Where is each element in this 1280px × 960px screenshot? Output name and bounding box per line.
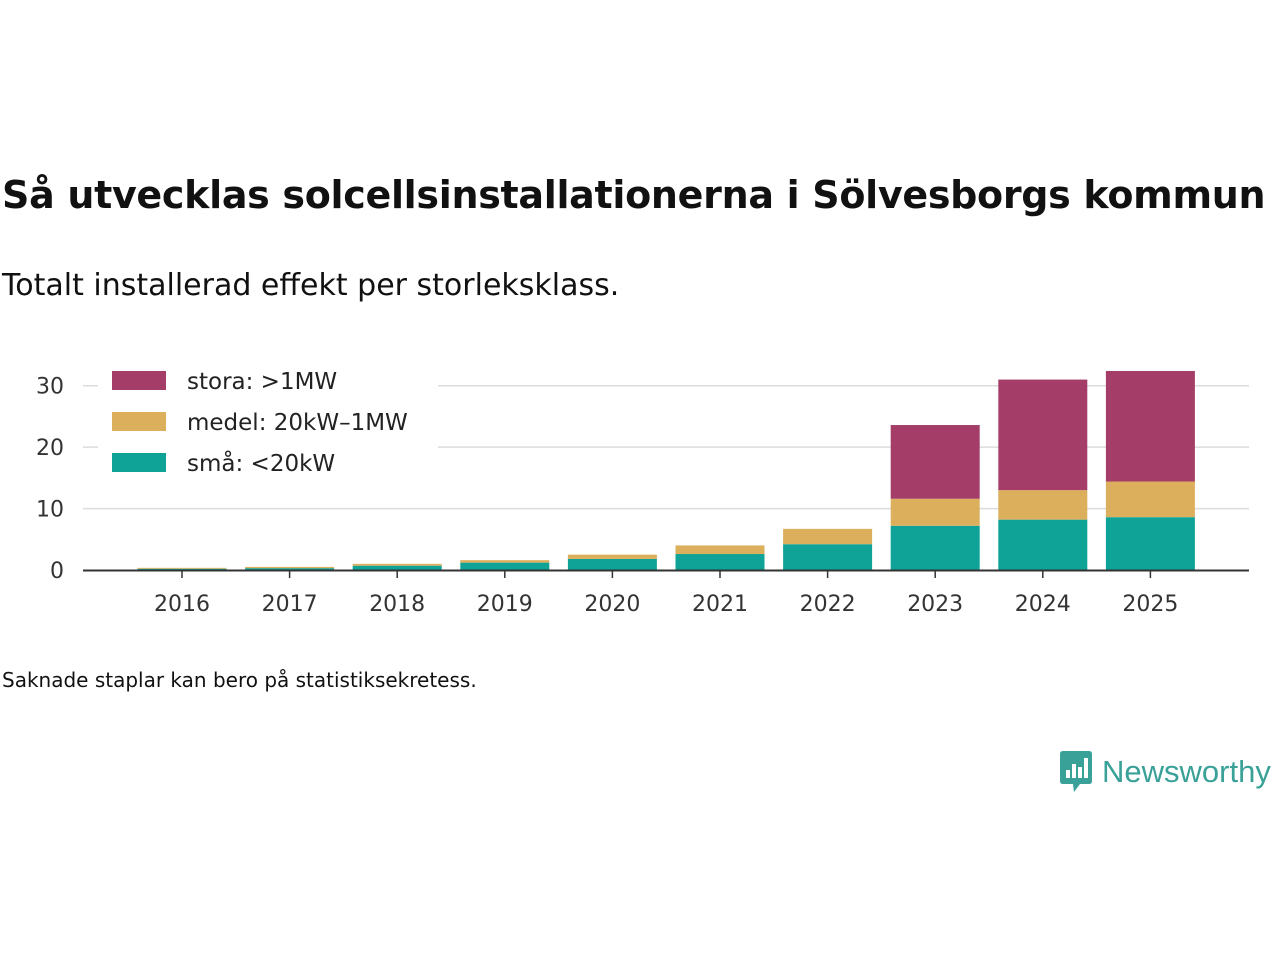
bar-segment	[567, 554, 657, 559]
bar-segment	[783, 544, 873, 570]
bar-segment	[460, 560, 550, 563]
chart-title: Så utvecklas solcellsinstallationerna i …	[2, 173, 1266, 217]
x-tick-label: 2020	[584, 592, 640, 617]
legend-swatch	[112, 412, 166, 431]
x-tick-label: 2016	[154, 592, 210, 617]
bar-segment	[1105, 517, 1195, 570]
bar-segment	[567, 558, 657, 570]
bar-segment	[890, 525, 980, 570]
x-tick-label: 2019	[477, 592, 533, 617]
brand-logo: Newsworthy	[1058, 750, 1271, 794]
y-tick-label: 30	[36, 375, 64, 400]
legend-label: medel: 20kW–1MW	[187, 410, 408, 436]
bar-segment	[675, 554, 765, 570]
bar-segment	[245, 568, 335, 570]
y-tick-label: 10	[36, 498, 64, 523]
x-tick-label: 2024	[1015, 592, 1071, 617]
bar-segment	[460, 562, 550, 570]
legend-label: stora: >1MW	[187, 369, 337, 395]
footnote: Saknade staplar kan bero på statistiksek…	[2, 668, 477, 692]
bar-segment	[675, 545, 765, 555]
bar-segment	[352, 563, 442, 566]
brand-name: Newsworthy	[1102, 754, 1271, 789]
bar-segment	[998, 379, 1088, 491]
x-tick-label: 2018	[369, 592, 425, 617]
x-tick-label: 2022	[800, 592, 856, 617]
y-tick-label: 20	[36, 436, 64, 461]
legend-swatch	[112, 453, 166, 472]
y-tick-label: 0	[50, 559, 64, 584]
bar-segment	[998, 519, 1088, 570]
bar-segment	[137, 567, 227, 569]
x-tick-label: 2017	[262, 592, 318, 617]
x-tick-label: 2025	[1122, 592, 1178, 617]
chart-subtitle: Totalt installerad effekt per storlekskl…	[2, 268, 620, 303]
legend-label: små: <20kW	[187, 449, 335, 477]
bar-segment	[245, 566, 335, 569]
legend-swatch	[112, 371, 166, 390]
bar-segment	[998, 490, 1088, 520]
bar-segment	[890, 498, 980, 526]
bar-segment	[1105, 481, 1195, 518]
bar-segment	[137, 568, 227, 570]
x-tick-label: 2021	[692, 592, 748, 617]
bar-segment	[783, 528, 873, 545]
newsworthy-logo-icon	[1060, 751, 1092, 792]
bar-segment	[352, 565, 442, 570]
bar-segment	[890, 425, 980, 499]
x-tick-label: 2023	[907, 592, 963, 617]
bar-segment	[1105, 370, 1195, 482]
